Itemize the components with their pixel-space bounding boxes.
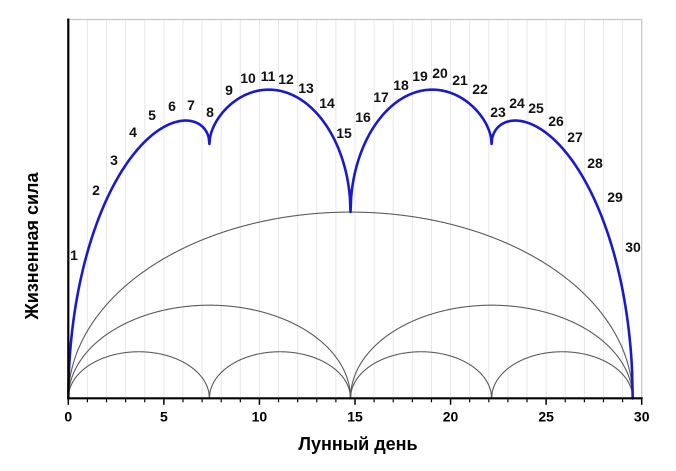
x-tick-label-15: 15	[347, 409, 363, 425]
plot-frame	[67, 18, 643, 399]
day-label-24: 24	[509, 95, 525, 111]
day-label-6: 6	[168, 98, 176, 114]
day-label-13: 13	[298, 80, 314, 96]
day-label-2: 2	[92, 182, 100, 198]
day-label-22: 22	[472, 81, 488, 97]
day-label-11: 11	[261, 68, 276, 84]
day-label-3: 3	[110, 152, 118, 168]
day-label-30: 30	[625, 239, 641, 255]
day-label-18: 18	[393, 77, 409, 93]
day-label-23: 23	[490, 104, 506, 120]
x-tick-label-10: 10	[252, 409, 268, 425]
day-label-1: 1	[70, 247, 78, 263]
x-axis-title: Лунный день	[298, 434, 417, 454]
x-tick-label-5: 5	[160, 409, 168, 425]
day-label-10: 10	[240, 70, 256, 86]
day-label-9: 9	[225, 82, 233, 98]
day-label-15: 15	[336, 125, 352, 141]
main-vitality-curve	[67, 88, 635, 400]
day-label-21: 21	[452, 72, 468, 88]
day-label-19: 19	[412, 68, 428, 84]
day-label-4: 4	[129, 124, 137, 140]
x-tick-label-0: 0	[64, 409, 72, 425]
day-label-12: 12	[278, 71, 294, 87]
x-tick-label-25: 25	[538, 409, 554, 425]
day-label-25: 25	[528, 100, 544, 116]
day-label-8: 8	[206, 104, 214, 120]
day-label-14: 14	[319, 95, 335, 111]
harmonic-arcs-1	[67, 211, 634, 399]
day-label-5: 5	[148, 107, 156, 123]
y-axis-title: Жизненная сила	[22, 172, 42, 321]
day-label-16: 16	[355, 109, 371, 125]
x-tick-label-20: 20	[443, 409, 459, 425]
day-label-7: 7	[187, 97, 195, 113]
day-label-20: 20	[432, 65, 448, 81]
day-label-26: 26	[548, 113, 564, 129]
axes	[67, 18, 643, 405]
day-label-17: 17	[373, 89, 389, 105]
day-label-27: 27	[567, 129, 583, 145]
gridlines	[86, 19, 624, 399]
day-label-28: 28	[587, 155, 603, 171]
x-tick-labels: 0 5 10 15 20 25 30	[64, 409, 649, 425]
day-label-29: 29	[607, 189, 623, 205]
x-tick-label-30: 30	[634, 409, 650, 425]
harmonic-arcs-2	[67, 304, 634, 399]
